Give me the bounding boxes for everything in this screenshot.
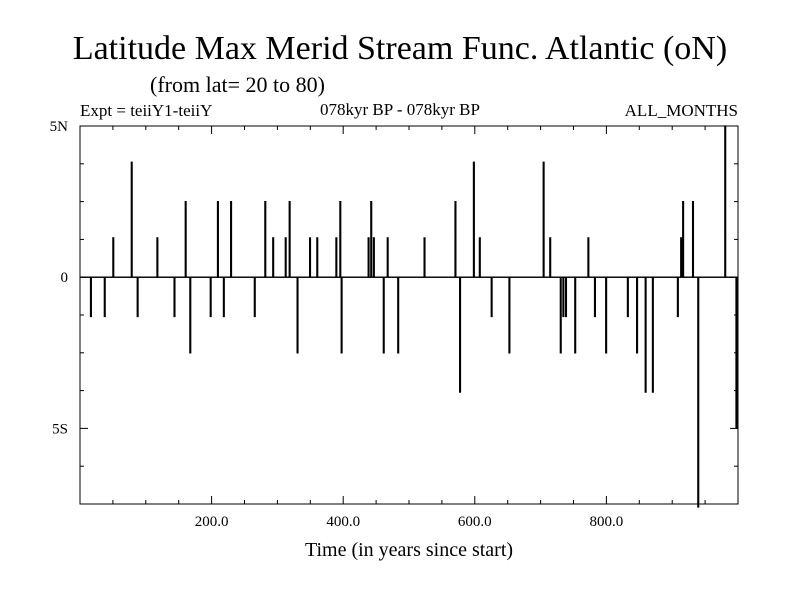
x-tick-label: 600.0 <box>458 514 492 530</box>
x-tick-label: 400.0 <box>326 514 360 530</box>
series-line <box>80 125 738 508</box>
chart-subtitle: (from lat= 20 to 80) <box>150 72 325 97</box>
chart-title: Latitude Max Merid Stream Func. Atlantic… <box>72 30 728 67</box>
period-label: 078kyr BP - 078kyr BP <box>320 100 480 119</box>
tick-group: 200.0 400.0 600.0 800.0 5N 0 5S <box>50 119 738 530</box>
experiment-label: Expt = teiiY1-teiiY <box>80 101 213 120</box>
months-label: ALL_MONTHS <box>624 101 738 120</box>
x-axis-label: Time (in years since start) <box>305 539 513 561</box>
y-tick-label: 5N <box>50 119 69 135</box>
y-tick-label: 0 <box>61 270 69 286</box>
plot-frame <box>79 125 739 505</box>
y-tick-label: 5S <box>52 421 68 437</box>
x-tick-label: 200.0 <box>195 514 229 530</box>
x-tick-label: 800.0 <box>590 514 624 530</box>
